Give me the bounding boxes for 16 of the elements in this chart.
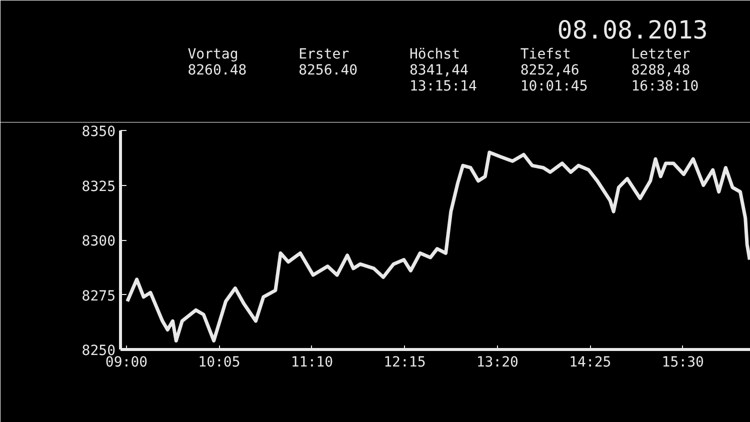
y-tick-label: 8325 <box>82 178 116 195</box>
text: Vortag 8260.48 <box>188 46 247 78</box>
y-tick-label: 8350 <box>82 124 116 140</box>
x-tick-label: 15:30 <box>662 354 704 370</box>
text: Höchst 8341,44 13:15:14 <box>409 46 477 94</box>
text: Tiefst 8252,46 10:01:45 <box>520 46 588 94</box>
x-tick-label: 10:05 <box>198 354 240 370</box>
x-tick-label: 12:15 <box>384 354 426 370</box>
chart-title: 08.08.2013 <box>557 16 708 44</box>
text: Erster 8256.40 <box>298 46 358 78</box>
y-tick-label: 8275 <box>82 288 116 304</box>
text: Letzter 8288,48 16:38:10 <box>631 46 699 94</box>
x-tick-label: 11:10 <box>290 354 334 370</box>
x-tick-label: 14:25 <box>569 354 612 370</box>
x-tick-label: 13:20 <box>476 354 518 370</box>
y-tick-label: 8300 <box>82 234 116 250</box>
